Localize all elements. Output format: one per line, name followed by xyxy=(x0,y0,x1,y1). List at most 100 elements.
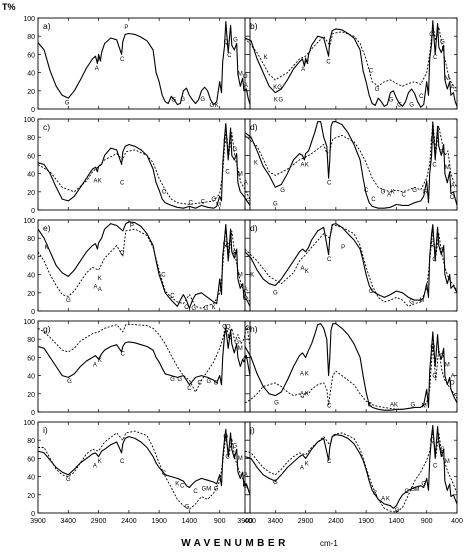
band-label: A xyxy=(93,363,97,369)
band-label: G xyxy=(214,486,219,492)
band-label: M xyxy=(216,202,221,208)
band-label: G xyxy=(440,248,445,254)
panel-frame xyxy=(37,320,251,413)
band-label: G xyxy=(409,102,414,108)
x-tick-label: 1900 xyxy=(151,518,167,525)
panel-frame xyxy=(37,17,251,110)
panel-label: d) xyxy=(250,223,258,233)
x-tick-label: 400 xyxy=(451,518,463,525)
band-label: P xyxy=(341,245,345,251)
panel-label: j) xyxy=(249,425,255,435)
band-label: G xyxy=(191,306,196,312)
band-label: M xyxy=(422,403,427,409)
y-tick-label: 20 xyxy=(27,89,35,96)
band-label: K xyxy=(391,190,395,196)
band-label: G xyxy=(210,103,215,109)
band-label: C xyxy=(120,181,125,187)
band-label: G xyxy=(233,443,238,449)
band-label: Q xyxy=(226,324,231,330)
panel-label: a) xyxy=(43,21,51,31)
panel-frame xyxy=(37,219,251,312)
y-tick-label: 60 xyxy=(27,456,35,463)
panel-label: h) xyxy=(250,324,258,334)
band-label: A xyxy=(301,67,305,73)
spectrum-line-dashed xyxy=(244,430,458,513)
band-label: C xyxy=(327,257,332,263)
band-label: K xyxy=(98,459,102,465)
y-tick-label: 0 xyxy=(31,309,35,316)
band-label: C xyxy=(433,55,438,61)
band-label: C xyxy=(327,459,332,465)
band-label: C xyxy=(198,381,203,387)
band-label: G xyxy=(67,379,72,385)
band-label: A xyxy=(244,287,248,293)
spectrum-line-dashed xyxy=(37,129,251,205)
spectrum-line-dashed xyxy=(244,24,458,90)
band-label: K xyxy=(305,60,309,66)
band-label: A xyxy=(98,287,102,293)
band-label: A xyxy=(95,66,99,72)
band-label: Q xyxy=(223,241,228,247)
spectrum-line-solid xyxy=(37,327,251,386)
band-label: Q xyxy=(430,138,435,144)
spectrum-panel: i) 0 20 40 60 80 100 3900 3400 2900 2400 1900 1400 90… xyxy=(23,420,256,525)
band-label: C xyxy=(170,293,175,299)
band-label: G xyxy=(206,379,211,385)
band-label: M xyxy=(238,272,243,278)
band-label: K xyxy=(305,162,309,168)
band-label: A xyxy=(93,464,97,470)
band-label: K xyxy=(98,58,102,64)
band-label: G xyxy=(214,381,219,387)
panel-frame xyxy=(244,320,458,413)
panel-label: i) xyxy=(43,425,48,435)
band-label: M xyxy=(445,363,450,369)
y-tick-label: 40 xyxy=(27,475,35,482)
y-tick-label: 20 xyxy=(27,493,35,500)
band-label: O xyxy=(450,195,455,201)
band-label: C xyxy=(432,257,437,263)
y-tick-label: 40 xyxy=(27,172,35,179)
band-label: G xyxy=(203,306,208,312)
x-axis-unit: cm-1 xyxy=(320,539,338,548)
band-label: K xyxy=(175,482,179,488)
panel-label: e) xyxy=(43,223,51,233)
band-label: G xyxy=(395,508,400,514)
band-label: G xyxy=(277,85,282,91)
band-label: C xyxy=(162,190,167,196)
band-label: M xyxy=(415,487,420,493)
y-tick-label: 20 xyxy=(27,392,35,399)
y-tick-label: 20 xyxy=(27,190,35,197)
band-label: C xyxy=(327,181,332,187)
band-label: M xyxy=(419,298,424,304)
band-label: A xyxy=(387,192,391,198)
band-label: K xyxy=(250,272,254,278)
band-label: A xyxy=(300,465,304,471)
band-label: G xyxy=(65,100,70,106)
panel-label: g) xyxy=(43,324,51,334)
spectrum-line-solid xyxy=(37,21,251,106)
band-label: M xyxy=(238,346,243,352)
y-tick-label: 80 xyxy=(27,236,35,243)
band-label: G xyxy=(177,377,182,383)
band-label: K xyxy=(98,179,102,185)
panel-frame xyxy=(244,219,458,312)
y-tick-label: 100 xyxy=(23,218,35,225)
band-label: K xyxy=(305,372,309,378)
band-label: O xyxy=(450,381,455,387)
band-label: K xyxy=(254,161,258,167)
band-label: G xyxy=(222,324,227,330)
band-label: K xyxy=(98,358,102,364)
band-label: A xyxy=(300,372,304,378)
band-label: M xyxy=(445,165,450,171)
band-label: C xyxy=(120,459,125,465)
y-tick-label: 0 xyxy=(31,107,35,114)
band-label: C xyxy=(193,489,198,495)
spectrum-line-solid xyxy=(37,428,251,495)
band-label: G xyxy=(273,480,278,486)
band-label: C xyxy=(225,243,230,249)
band-label: K xyxy=(274,98,278,104)
